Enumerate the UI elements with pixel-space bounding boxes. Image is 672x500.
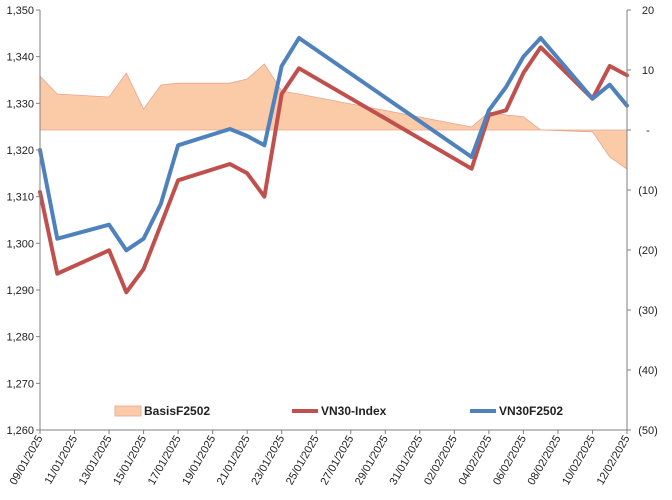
y-right-tick-label: - xyxy=(646,125,650,137)
basis-area xyxy=(40,64,627,169)
x-tick-label: 15/01/2025 xyxy=(111,434,149,488)
basis-area-edge xyxy=(39,63,628,170)
y-right-tick-label: (50) xyxy=(638,425,658,437)
y-left-tick-label: 1,320 xyxy=(6,145,34,157)
y-right-tick-label: (20) xyxy=(638,245,658,257)
x-tick-label: 29/01/2025 xyxy=(353,434,391,488)
x-tick-label: 19/01/2025 xyxy=(180,434,218,488)
x-tick-label: 11/01/2025 xyxy=(43,434,81,487)
x-tick-label: 17/01/2025 xyxy=(146,434,184,488)
series-line-vn30f2502 xyxy=(38,36,629,253)
x-tick-label: 09/01/2025 xyxy=(8,434,46,488)
legend-label: BasisF2502 xyxy=(144,404,210,418)
basis-area-layer xyxy=(39,63,628,170)
x-tick-label: 13/01/2025 xyxy=(77,434,115,488)
y-left-tick-label: 1,300 xyxy=(6,238,34,250)
x-tick-label: 23/01/2025 xyxy=(249,434,287,488)
series-line-vn30-index xyxy=(38,45,629,295)
y-left-tick-label: 1,290 xyxy=(6,285,34,297)
y-left-tick-label: 1,270 xyxy=(6,378,34,390)
x-tick-label: 31/01/2025 xyxy=(387,434,425,488)
y-right-tick-label: (10) xyxy=(638,185,658,197)
legend-label: VN30F2502 xyxy=(499,404,563,418)
series-lines-layer xyxy=(38,36,629,295)
x-tick-label: 04/02/2025 xyxy=(457,433,495,487)
y-right-tick-label: (40) xyxy=(638,365,658,377)
y-left-tick-label: 1,340 xyxy=(6,52,34,64)
x-tick-label: 25/01/2025 xyxy=(284,434,322,488)
legend-label: VN30-Index xyxy=(321,404,387,418)
x-tick-label: 08/02/2025 xyxy=(526,434,564,488)
y-left-tick-label: 1,330 xyxy=(6,98,34,110)
x-tick-label: 12/02/2025 xyxy=(595,434,633,488)
y-left-tick-label: 1,280 xyxy=(6,332,34,344)
legend: BasisF2502 VN30-Index VN30F2502 xyxy=(114,404,563,418)
legend-swatch xyxy=(114,405,142,417)
x-tick-label: 10/02/2025 xyxy=(560,434,598,488)
y-left-tick-label: 1,350 xyxy=(6,5,34,17)
y-right-tick-label: 10 xyxy=(642,65,654,77)
x-tick-label: 06/02/2025 xyxy=(491,434,529,488)
x-tick-label: 27/01/2025 xyxy=(318,434,356,488)
x-tick-label: 21/01/2025 xyxy=(215,434,253,488)
y-right-tick-label: 20 xyxy=(642,5,654,17)
y-left-tick-label: 1,310 xyxy=(6,192,34,204)
y-left-tick-label: 1,260 xyxy=(6,425,34,437)
x-tick-label: 02/02/2025 xyxy=(422,433,460,487)
y-right-tick-label: (30) xyxy=(638,305,658,317)
